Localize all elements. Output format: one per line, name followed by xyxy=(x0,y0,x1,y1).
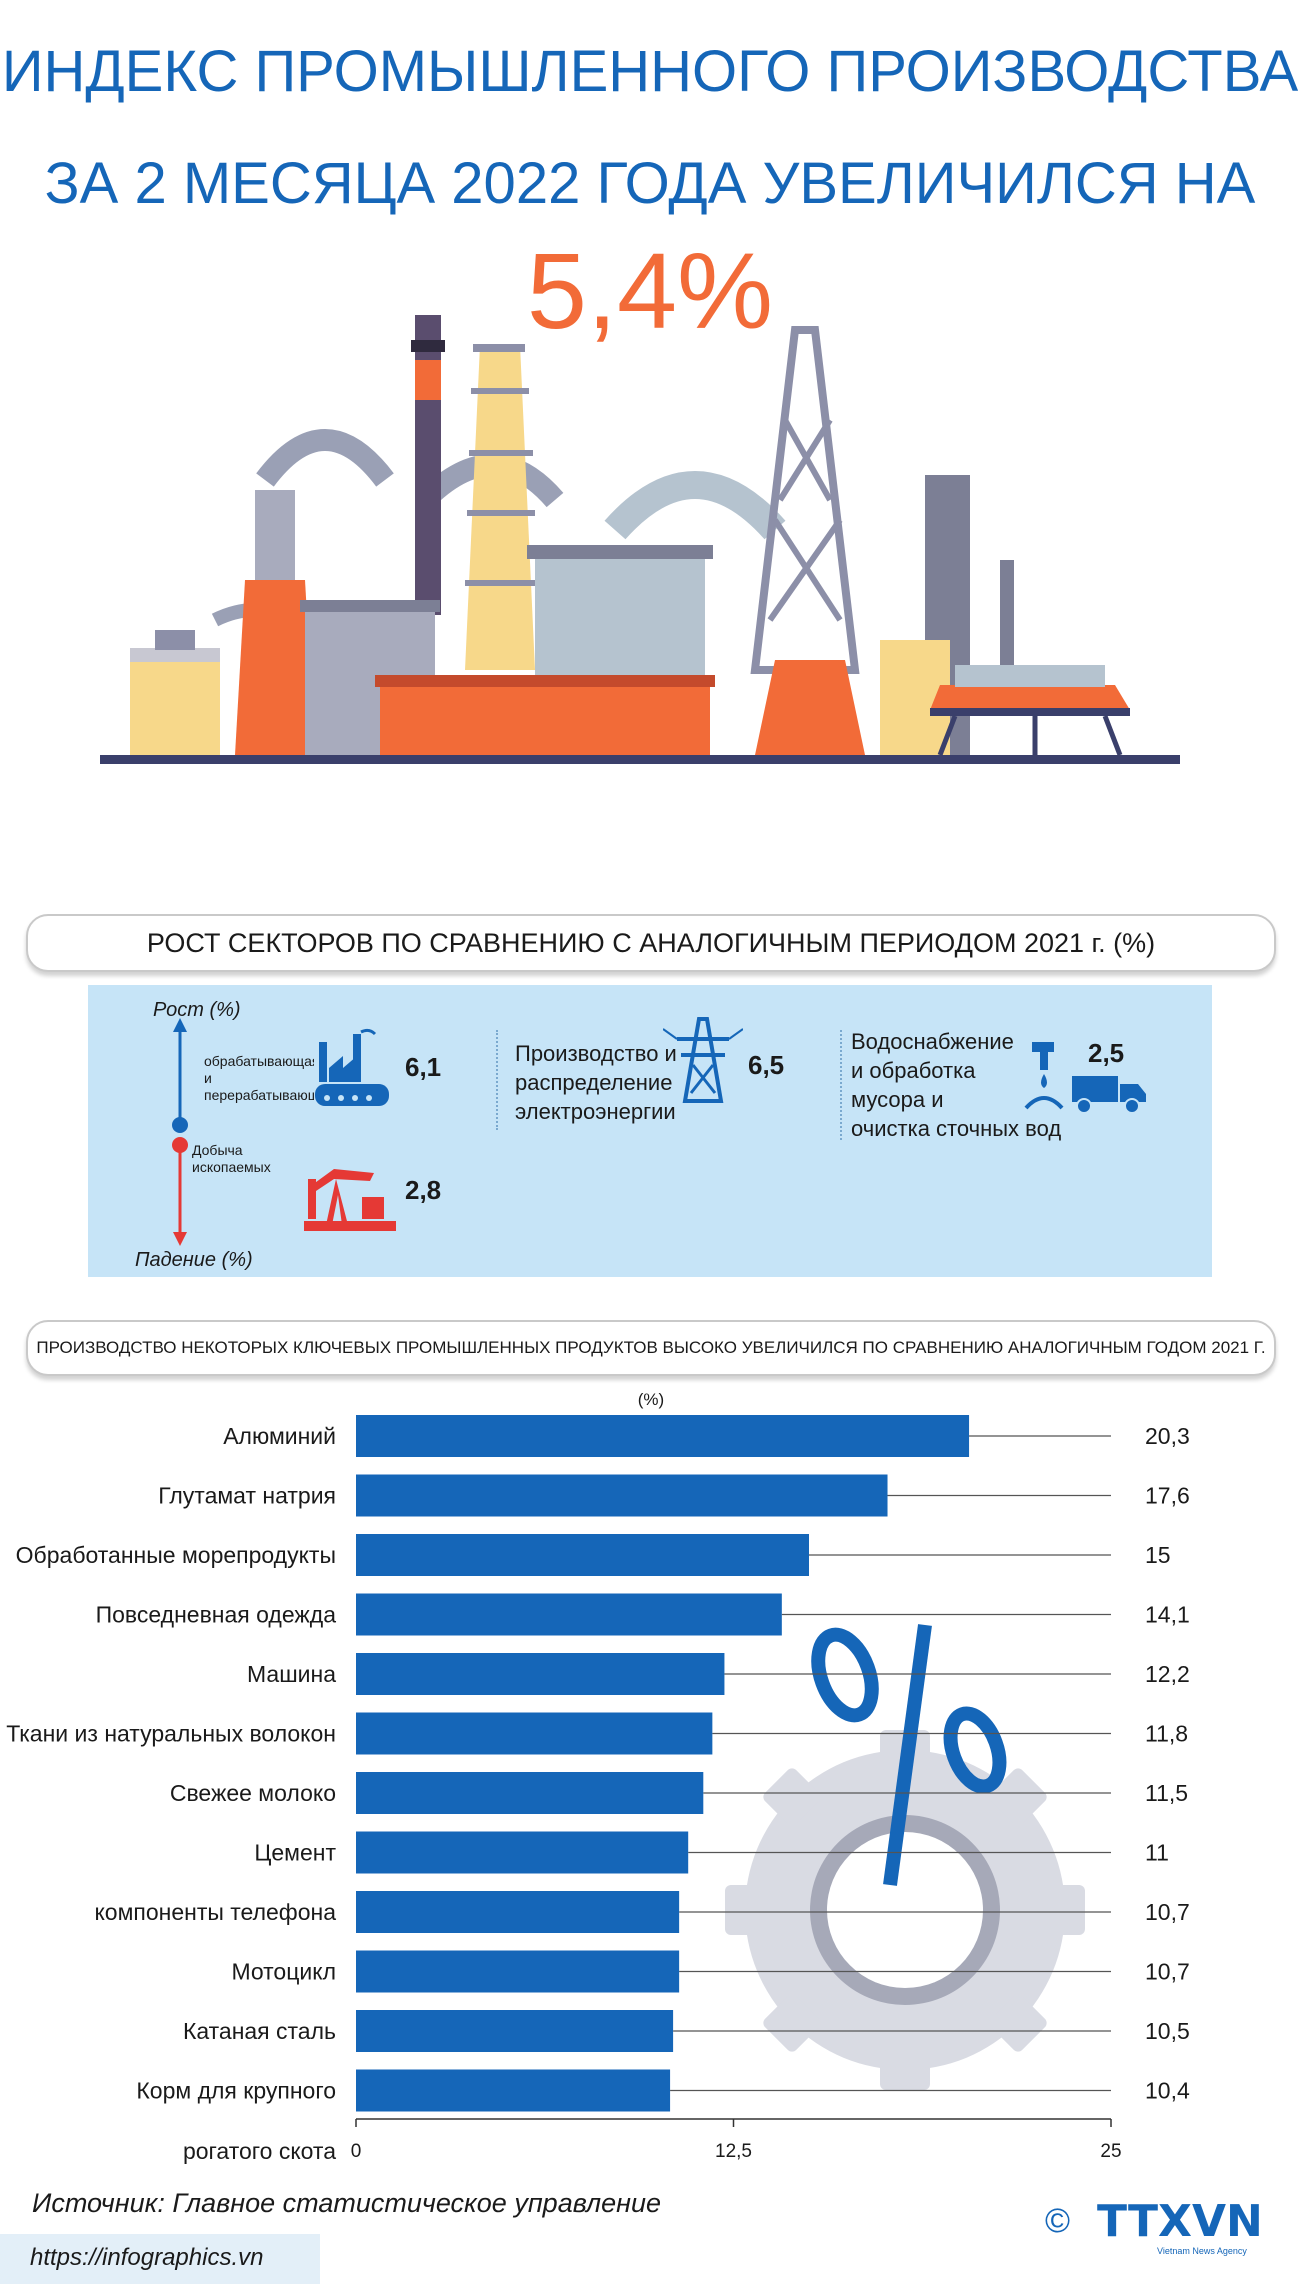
sector-divider xyxy=(496,1030,498,1130)
bar xyxy=(356,1593,782,1636)
bar-category-label: Машина xyxy=(247,1661,336,1687)
bar-category-label: Ткани из натуральных волокон xyxy=(6,1721,336,1747)
bar-category-label: Цемент xyxy=(254,1840,336,1866)
bar-value-label: 20,3 xyxy=(1145,1423,1190,1449)
url-band xyxy=(0,2234,320,2284)
bar xyxy=(356,1653,725,1695)
sector-mining-value: 2,8 xyxy=(405,1175,442,1205)
headline-value: 5,4% xyxy=(526,230,774,351)
bar-value-label: 10,7 xyxy=(1145,1899,1190,1925)
page-title-line1: ИНДЕКС ПРОМЫШЛЕННОГО ПРОИЗВОДСТВА xyxy=(1,39,1299,104)
sector-electricity-value: 6,5 xyxy=(748,1050,785,1080)
bar-value-label: 11 xyxy=(1145,1840,1169,1866)
axis-down-label: Падение (%) xyxy=(135,1249,253,1271)
bar-category-label: Свежее молоко xyxy=(170,1780,336,1806)
sectors-panel xyxy=(88,985,1212,1277)
bar-chart: Алюминий 20,3 Глутамат натрия 17,6 Обработан… xyxy=(6,1415,1190,2164)
sectors-heading: РОСТ СЕКТОРОВ ПО СРАВНЕНИЮ С АНАЛОГИЧНЫМ… xyxy=(26,914,1276,972)
bar xyxy=(356,1891,680,1933)
growth-decline-axis xyxy=(172,1018,188,1246)
bar xyxy=(356,2010,674,2052)
sector-water-label: Водоснабжение и обработка мусора и очист… xyxy=(851,1029,1062,1141)
bar-category-label-continued: рогатого скота xyxy=(183,2138,336,2164)
bar-value-label: 11,8 xyxy=(1145,1721,1188,1747)
sector-mining-label: Добыча ископаемых xyxy=(192,1142,271,1175)
bar xyxy=(356,1474,888,1517)
bar xyxy=(356,1712,713,1755)
logo-text: TTXVN xyxy=(1097,2196,1263,2247)
bar-category-label: Обработанные морепродукты xyxy=(16,1542,336,1568)
power-tower-icon xyxy=(663,1017,743,1103)
bar-category-label: Корм для крупного xyxy=(136,2078,336,2104)
gear-percent-decoration xyxy=(725,1624,1085,2090)
sector-divider-2 xyxy=(840,1030,842,1140)
water-truck-icon xyxy=(1024,1042,1146,1114)
sector-water-value: 2,5 xyxy=(1088,1038,1125,1068)
ttxvn-logo: © TTXVN Vietnam News Agency xyxy=(1045,2196,1285,2266)
logo-subtext: Vietnam News Agency xyxy=(1157,2246,1247,2256)
bar-category-label: компоненты телефона xyxy=(94,1899,336,1925)
bar-category-label: Повседневная одежда xyxy=(96,1602,337,1628)
sector-manufacturing-value: 6,1 xyxy=(405,1052,442,1082)
bar xyxy=(356,1534,809,1576)
factory-icon xyxy=(315,1028,389,1106)
oil-pump-icon xyxy=(304,1169,396,1231)
page-title-line2: ЗА 2 МЕСЯЦА 2022 ГОДА УВЕЛИЧИЛСЯ НА xyxy=(44,151,1256,216)
bar xyxy=(356,2069,671,2112)
bar-value-label: 10,7 xyxy=(1145,1959,1190,1985)
bar-value-label: 10,5 xyxy=(1145,2018,1190,2044)
bar-value-label: 10,4 xyxy=(1145,2078,1190,2104)
bar-value-label: 14,1 xyxy=(1145,1602,1190,1628)
chart-heading: ПРОИЗВОДСТВО НЕКОТОРЫХ КЛЮЧЕВЫХ ПРОМЫШЛЕ… xyxy=(26,1320,1276,1409)
sector-electricity-label: Производство и распределение электроэнер… xyxy=(515,1041,677,1124)
factory-illustration xyxy=(100,315,1180,764)
bar-category-label: Алюминий xyxy=(223,1423,336,1449)
bar xyxy=(356,1831,689,1874)
bar-value-label: 12,2 xyxy=(1145,1661,1190,1687)
bar-category-label: Катаная сталь xyxy=(183,2018,336,2044)
bar-value-label: 11,5 xyxy=(1145,1780,1188,1806)
axis-up-label: Рост (%) xyxy=(153,999,241,1021)
bar xyxy=(356,1950,680,1993)
copyright-symbol: © xyxy=(1045,2202,1071,2240)
x-tick-label: 25 xyxy=(1100,2141,1121,2162)
bar-value-label: 15 xyxy=(1145,1542,1171,1568)
x-tick-label: 0 xyxy=(351,2141,362,2162)
x-tick-label: 12,5 xyxy=(715,2141,752,2162)
bar xyxy=(356,1415,970,1457)
site-url-link[interactable]: https://infographics.vn xyxy=(30,2244,264,2271)
source-note: Источник: Главное статистическое управле… xyxy=(32,2188,662,2218)
bar-value-label: 17,6 xyxy=(1145,1483,1190,1509)
bar-category-label: Глутамат натрия xyxy=(158,1483,336,1509)
sector-manufacturing-label: обрабатывающая и перерабатывающ xyxy=(204,1053,314,1103)
bar-category-label: Мотоцикл xyxy=(231,1959,336,1985)
bar xyxy=(356,1772,704,1814)
